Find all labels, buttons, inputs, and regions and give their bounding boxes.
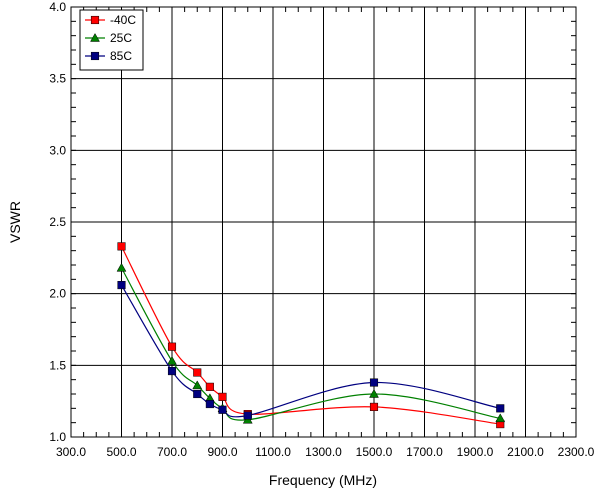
plot-border <box>70 6 577 438</box>
data-point <box>117 242 126 251</box>
data-point <box>369 378 379 387</box>
data-point <box>167 342 177 351</box>
x-tick-label: 300.0 <box>56 445 86 459</box>
y-axis-label: VSWR <box>7 201 23 243</box>
x-tick-label: 2100.0 <box>507 445 544 459</box>
data-point <box>193 389 202 399</box>
x-tick-label: 2300.0 <box>558 445 595 459</box>
data-point <box>205 382 214 391</box>
data-point <box>193 368 202 377</box>
series-lines <box>116 242 506 429</box>
data-point <box>369 388 379 398</box>
x-axis-label: Frequency (MHz) <box>269 472 377 488</box>
data-point <box>218 392 227 401</box>
x-tick-label: 900.0 <box>207 445 237 459</box>
data-point <box>243 411 252 420</box>
y-tick-labels: 1.0 1.5 2.0 2.5 3.0 3.5 4.0 <box>49 0 66 444</box>
y-tick-label: 2.0 <box>49 287 66 301</box>
legend-label: -40C <box>110 13 136 27</box>
x-tick-label: 1700.0 <box>406 445 443 459</box>
series-2 <box>117 281 505 420</box>
data-point <box>218 405 227 414</box>
y-tick-label: 3.5 <box>49 72 66 86</box>
data-point <box>369 402 379 411</box>
legend-marker <box>90 51 100 61</box>
y-tick-label: 1.0 <box>49 430 66 444</box>
data-point <box>167 356 177 365</box>
data-point <box>117 281 126 290</box>
legend: -40C 25C 85C <box>79 9 144 71</box>
grid <box>71 7 576 437</box>
y-tick-label: 3.0 <box>49 143 66 157</box>
legend-label: 25C <box>110 31 132 45</box>
data-point <box>496 404 505 413</box>
data-point <box>495 413 506 423</box>
x-tick-label: 1300.0 <box>305 445 342 459</box>
legend-marker <box>90 32 100 42</box>
x-tick-label: 700.0 <box>157 445 187 459</box>
legend-label: 85C <box>110 49 132 63</box>
data-point <box>167 367 177 376</box>
x-tick-label: 1500.0 <box>356 445 393 459</box>
data-point <box>192 380 203 390</box>
x-tick-labels: 300.0 500.0 700.0 900.0 1100.0 1300.0 1500.0 17… <box>56 445 595 459</box>
x-tick-label: 500.0 <box>106 445 136 459</box>
data-point <box>205 399 214 409</box>
y-tick-label: 4.0 <box>49 0 66 14</box>
x-tick-label: 1100.0 <box>255 445 291 459</box>
legend-marker <box>90 15 100 25</box>
data-point <box>116 262 127 272</box>
y-tick-label: 1.5 <box>49 358 66 372</box>
x-tick-label: 1900.0 <box>457 445 494 459</box>
y-tick-label: 2.5 <box>49 215 66 229</box>
